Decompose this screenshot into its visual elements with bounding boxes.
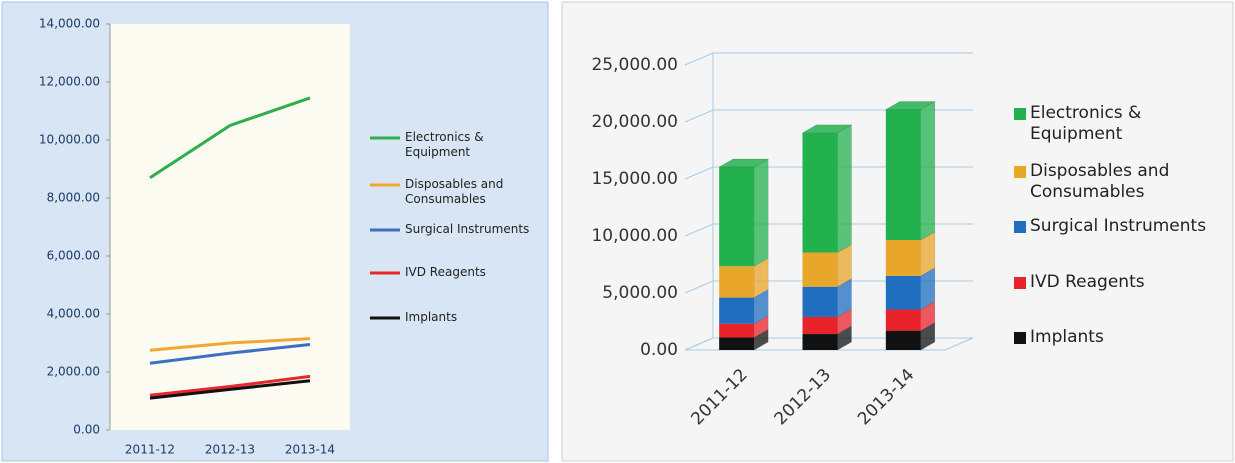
y-tick-label: 8,000.00 [47,191,100,205]
data-line [149,379,311,400]
plot-area [110,24,350,430]
bar-side [920,101,936,241]
bar-segment [719,337,755,350]
y-tick-label: 15,000.00 [591,169,678,189]
legend-label: Electronics & Equipment [1030,103,1142,145]
bar-segment [719,297,755,324]
bar-side [753,289,769,325]
bar-side [753,329,769,351]
legend-swatch [1014,108,1026,120]
legend-label: Implants [405,310,458,324]
bar-segment [719,323,755,338]
y-tick-label: 6,000.00 [47,249,100,263]
y-tick-label: 0.00 [640,340,678,360]
bar-side [753,158,769,267]
x-tick-label: 2012-13 [205,443,255,457]
x-tick-label: 2011-12 [125,443,175,457]
legend-label: Implants [1030,327,1104,347]
bar-top [884,101,936,110]
legend-label: Electronics & Equipment [405,130,484,159]
legend-label: IVD Reagents [1030,272,1145,292]
y-tick-label: 12,000.00 [39,75,100,89]
bar-side [753,315,769,338]
bar-segment [885,275,921,310]
bar-segment [802,334,838,350]
data-line [149,96,311,179]
y-tick-label: 10,000.00 [39,133,100,147]
y-tick-label: 10,000.00 [591,226,678,246]
bar-segment [802,316,838,335]
y-tick-label: 25,000.00 [591,55,678,75]
bar-top [718,158,770,168]
legend-label: IVD Reagents [405,265,486,279]
legend-swatch [1014,166,1026,178]
bar-segment [885,239,921,276]
bar-segment [885,309,921,331]
data-line [149,337,311,352]
legend-label: Disposables and Consumables [405,177,504,206]
bar-top [801,124,853,134]
legend-swatch [1014,332,1026,344]
x-tick-label: 2013-14 [285,443,335,457]
legend-swatch [1014,221,1026,233]
bar-side [837,124,852,253]
bar-side [753,257,769,298]
bar-segment [719,266,755,298]
data-line [149,374,311,397]
bar-segment [885,109,921,240]
y-tick-label: 2,000.00 [47,365,100,379]
legend-label: Surgical Instruments [405,222,530,236]
legend-label: Surgical Instruments [1030,216,1207,236]
bar-segment [802,252,838,287]
bar-segment [719,167,755,267]
legend-label: Disposables and Consumables [1030,161,1170,203]
data-line [149,342,311,365]
legend-swatch [1014,277,1026,289]
y-tick-label: 14,000.00 [39,17,100,31]
y-tick-label: 5,000.00 [602,283,678,303]
y-tick-label: 0.00 [73,423,100,437]
bar-segment [802,132,838,253]
y-tick-label: 20,000.00 [591,112,678,132]
bar-segment [802,286,838,317]
bar-segment [885,330,921,350]
y-tick-label: 4,000.00 [47,307,100,321]
